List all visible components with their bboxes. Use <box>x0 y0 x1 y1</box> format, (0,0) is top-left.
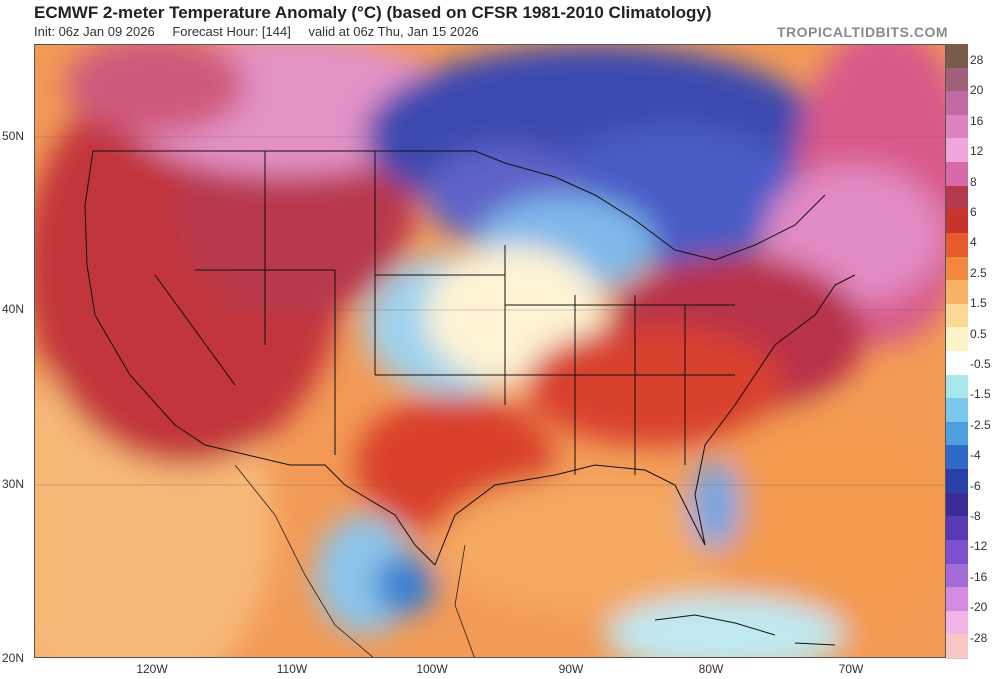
lon-label-110w: 110W <box>276 662 308 676</box>
colorbar-cell <box>946 303 968 329</box>
mexico-boundaries <box>234 464 475 657</box>
colorbar-cell <box>946 185 968 211</box>
colorbar-cell <box>946 563 968 589</box>
lon-label-90w: 90W <box>558 662 584 676</box>
lon-label-100w: 100W <box>416 662 448 676</box>
colorbar-label: 2.5 <box>970 265 987 280</box>
lon-label-120w: 120W <box>136 662 168 676</box>
forecast-hour: Forecast Hour: [144] <box>172 24 291 39</box>
valid-time: valid at 06z Thu, Jan 15 2026 <box>308 24 479 39</box>
atlantic-orange <box>705 405 945 645</box>
ohio-valley-warm <box>525 325 785 445</box>
colorbar-label: -2.5 <box>970 417 991 432</box>
colorbar-label: -28 <box>970 630 988 645</box>
colorbar-cell <box>946 351 968 376</box>
gulf-light-orange <box>435 475 755 615</box>
colorbar-cell <box>946 374 968 400</box>
colorbar-cell <box>946 44 968 69</box>
colorbar-label: -16 <box>970 569 988 584</box>
init-time: Init: 06z Jan 09 2026 <box>34 24 155 39</box>
colorbar-label: -1.5 <box>970 387 991 402</box>
colorbar-cell <box>946 114 968 140</box>
colorbar-label: 0.5 <box>970 326 987 341</box>
map-subtitle: Init: 06z Jan 09 2026 Forecast Hour: [14… <box>34 24 493 39</box>
brand-watermark: TROPICALTIDBITS.COM <box>776 24 948 40</box>
lat-label-30n: 30N <box>2 477 25 491</box>
colorbar-cell <box>946 91 968 116</box>
colorbar-label: 20 <box>970 83 984 98</box>
boundaries <box>84 150 856 566</box>
colorbar-cell <box>946 539 968 565</box>
colorbar-cell <box>946 469 968 494</box>
colorbar-label: -12 <box>970 539 988 554</box>
colorbar-cell <box>946 232 968 258</box>
colorbar-cell <box>946 421 968 447</box>
colorbar-cell <box>946 516 968 541</box>
colorbar-label: -20 <box>970 600 988 615</box>
colorbar-cell <box>946 209 968 234</box>
map-canvas <box>35 45 945 657</box>
lat-label-50n: 50N <box>2 129 25 143</box>
lon-label-70w: 70W <box>838 662 864 676</box>
colorbar-cell <box>946 138 968 164</box>
colorbar-cell <box>946 610 968 636</box>
mexico-cold-patch <box>375 555 435 615</box>
colorbar-cell <box>946 445 968 471</box>
colorbar-label: -4 <box>970 448 981 463</box>
colorbar-label: 1.5 <box>970 296 987 311</box>
lat-label-40n: 40N <box>2 302 25 316</box>
colorbar-label: -6 <box>970 478 981 493</box>
colorbar-label: 28 <box>970 53 984 67</box>
caribbean-islands <box>654 614 836 646</box>
colorbar-label: 8 <box>970 174 977 189</box>
anomaly-map <box>34 44 946 658</box>
colorbar-legend: 28 20 16 12 8 6 4 2.5 1.5 0.5 -0.5 -1.5 -2.5 -4 -6 -8 -1… <box>946 44 1000 659</box>
colorbar-cell <box>946 67 968 93</box>
colorbar-label: 6 <box>970 205 977 219</box>
map-title: ECMWF 2-meter Temperature Anomaly (°C) (… <box>34 3 712 22</box>
colorbar-cell <box>946 280 968 305</box>
lon-label-80w: 80W <box>698 662 724 676</box>
colorbar-cell <box>946 327 968 352</box>
colorbar-cell <box>946 162 968 187</box>
florida-offshore-cool <box>690 460 740 550</box>
colorbar-label: -0.5 <box>970 357 991 371</box>
colorbar-cell <box>946 492 968 518</box>
colorbar-cell <box>946 587 968 612</box>
colorbar-label: 12 <box>970 144 984 159</box>
colorbar-label: 4 <box>970 235 977 250</box>
graticule <box>35 136 945 486</box>
lat-label-20n: 20N <box>2 651 25 665</box>
colorbar-label: 16 <box>970 113 984 128</box>
colorbar-cell <box>946 398 968 423</box>
colorbar-cell <box>946 634 968 659</box>
colorbar-label: -8 <box>970 509 981 523</box>
caribbean-cool <box>605 595 845 657</box>
bc-warm-region <box>65 45 245 135</box>
colorbar-cell <box>946 256 968 282</box>
